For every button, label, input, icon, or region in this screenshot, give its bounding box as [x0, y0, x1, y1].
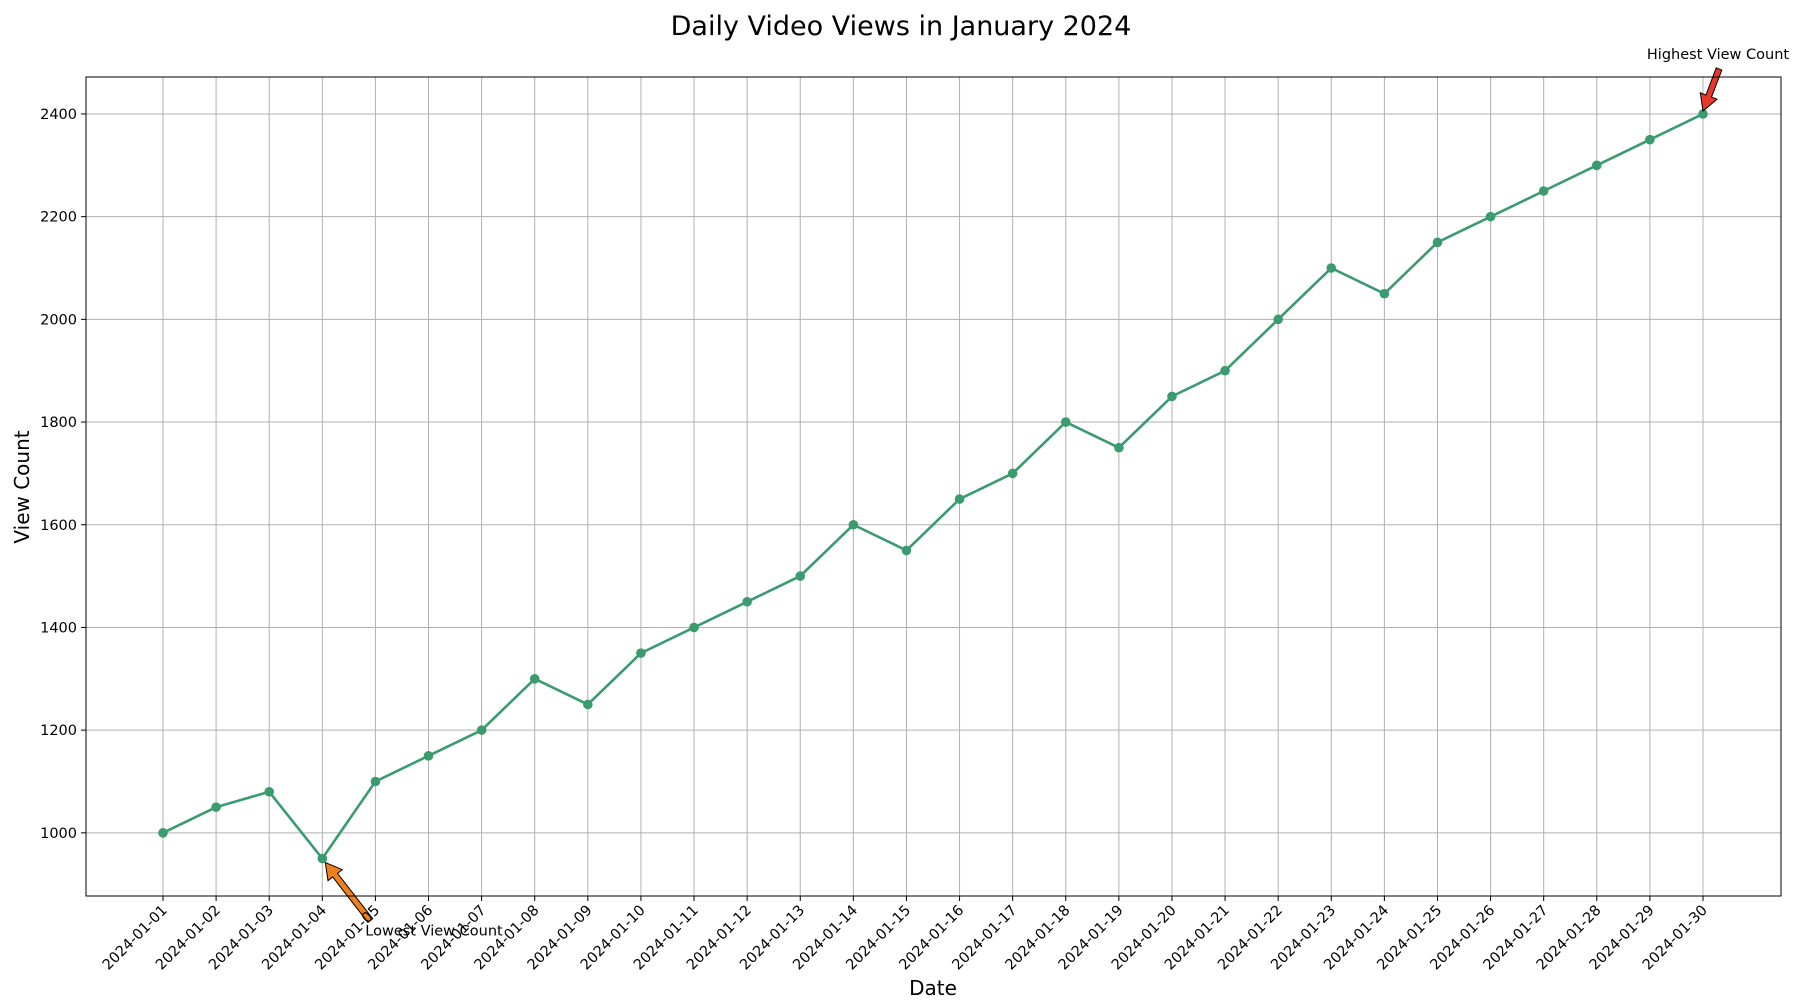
data-point — [742, 596, 752, 607]
series-layer — [158, 109, 1708, 864]
data-point — [1538, 186, 1549, 196]
data-point — [211, 802, 221, 812]
y-tick-label: 1600 — [40, 518, 77, 534]
data-point — [636, 648, 646, 658]
y-tick-label: 1200 — [40, 723, 77, 739]
data-point — [1591, 160, 1602, 171]
data-point — [848, 519, 859, 530]
y-tick-label: 1000 — [40, 826, 77, 842]
data-point — [1114, 442, 1124, 453]
data-point — [1167, 391, 1177, 402]
data-point — [1645, 134, 1655, 145]
chart-title: Daily Video Views in January 2024 — [671, 11, 1132, 42]
data-point — [1273, 314, 1283, 325]
data-point — [1007, 468, 1018, 479]
data-point — [264, 786, 275, 797]
annotation-arrow — [324, 861, 374, 924]
data-point — [476, 725, 487, 735]
series-line — [162, 112, 1704, 860]
y-axis-ticks: 1000 1200 1400 1600 1800 2000 2200 2400 — [40, 107, 86, 842]
y-tick-label: 2000 — [40, 312, 77, 328]
y-tick-label: 1800 — [40, 415, 77, 431]
data-point — [583, 699, 593, 710]
data-point — [158, 828, 168, 838]
data-point — [1220, 365, 1230, 376]
data-point — [1379, 288, 1390, 299]
grid-lines — [86, 77, 1781, 896]
plot-frame — [85, 76, 1782, 897]
annotation-label: Highest View Count — [1647, 47, 1789, 63]
annotation-arrow — [1699, 67, 1723, 112]
data-point — [317, 853, 328, 864]
data-point — [423, 751, 434, 761]
data-point — [529, 673, 540, 684]
data-point — [795, 571, 806, 581]
annotation-label: Lowest View Count — [365, 924, 503, 940]
y-tick-label: 1400 — [40, 620, 77, 636]
annotations: Lowest View Count Highest View Count — [324, 47, 1789, 940]
data-point — [954, 494, 965, 504]
y-tick-label: 2200 — [40, 210, 77, 226]
data-point — [370, 776, 381, 787]
data-point — [689, 622, 699, 633]
y-tick-label: 2400 — [40, 107, 77, 123]
data-point — [901, 545, 912, 556]
data-point — [1326, 263, 1337, 273]
data-point — [1698, 109, 1708, 119]
data-point — [1485, 211, 1496, 222]
x-axis-label: Date — [909, 976, 957, 1000]
y-axis-label: View Count — [10, 430, 34, 543]
data-point — [1060, 417, 1071, 427]
data-point — [1432, 237, 1443, 248]
